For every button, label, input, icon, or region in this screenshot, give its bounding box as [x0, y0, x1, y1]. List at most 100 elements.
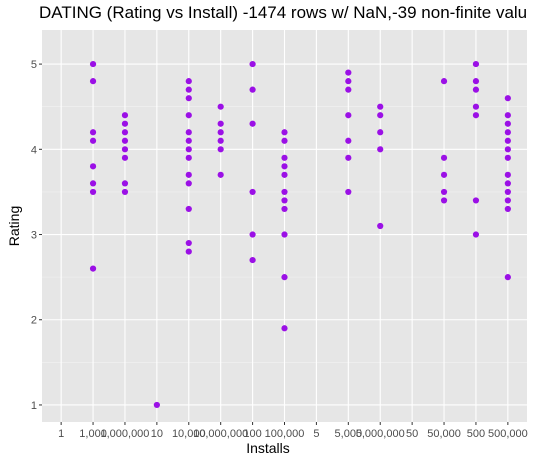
data-point: [185, 248, 192, 255]
x-tick-label: 100,000: [265, 428, 305, 440]
data-point: [121, 137, 129, 144]
data-point: [121, 180, 129, 187]
x-tick-label: 50,000: [427, 428, 461, 440]
data-point: [185, 78, 192, 85]
data-point: [472, 197, 480, 204]
data-point: [153, 401, 160, 409]
x-axis-label: Installs: [246, 440, 290, 456]
data-point: [121, 129, 129, 136]
data-point: [504, 137, 511, 144]
data-point: [504, 95, 511, 102]
y-tick-label: 2: [31, 315, 37, 327]
x-tick-label: 5: [313, 428, 319, 440]
data-point: [185, 239, 192, 247]
y-axis-label: Rating: [6, 205, 22, 247]
x-tick-label: 1,000: [79, 428, 107, 440]
data-point: [504, 274, 511, 281]
data-point: [440, 171, 448, 178]
data-point: [440, 154, 448, 161]
data-point: [472, 103, 480, 110]
data-point: [377, 112, 384, 119]
data-point: [249, 231, 256, 238]
data-point: [281, 231, 288, 238]
data-point: [281, 197, 288, 204]
data-point: [345, 112, 352, 119]
data-point: [377, 129, 384, 136]
data-point: [504, 171, 511, 178]
data-point: [504, 112, 511, 119]
data-point: [472, 78, 480, 85]
data-point: [345, 154, 352, 161]
data-point: [249, 86, 256, 93]
data-point: [185, 95, 192, 102]
data-point: [281, 163, 288, 170]
data-point: [185, 86, 192, 93]
data-point: [281, 274, 288, 281]
y-axis-ticks: 1 2 3 4 5: [31, 59, 42, 412]
chart-title: DATING (Rating vs Install) -1474 rows w/…: [39, 3, 528, 22]
data-point: [121, 146, 129, 153]
data-point: [121, 120, 129, 127]
data-point: [89, 129, 97, 136]
x-tick-label: 5,000,000: [356, 428, 405, 440]
data-point: [121, 188, 129, 196]
data-point: [281, 325, 288, 332]
data-point: [249, 120, 256, 127]
data-point: [472, 86, 480, 93]
data-point: [185, 180, 192, 187]
data-point: [281, 205, 288, 213]
data-point: [281, 154, 288, 161]
data-point: [217, 171, 224, 178]
data-point: [217, 129, 224, 136]
data-point: [185, 137, 192, 144]
data-point: [89, 180, 97, 187]
data-point: [345, 137, 352, 144]
data-point: [121, 112, 129, 119]
data-points: [89, 60, 511, 409]
x-tick-label: 10,000: [172, 428, 206, 440]
data-point: [217, 137, 224, 144]
data-point: [504, 205, 511, 213]
y-tick-label: 4: [31, 144, 37, 156]
data-point: [377, 146, 384, 153]
data-point: [281, 171, 288, 178]
data-point: [249, 256, 256, 264]
data-point: [217, 120, 224, 127]
data-point: [504, 180, 511, 187]
data-point: [249, 188, 256, 196]
data-point: [89, 60, 97, 68]
data-point: [440, 78, 448, 85]
data-point: [217, 146, 224, 153]
data-point: [185, 129, 192, 136]
data-point: [345, 86, 352, 93]
data-point: [89, 265, 97, 272]
x-tick-label: 1: [58, 428, 64, 440]
data-point: [440, 197, 448, 204]
x-tick-label: 5,000: [335, 428, 363, 440]
data-point: [504, 197, 511, 204]
data-point: [377, 222, 384, 230]
x-tick-label: 10: [151, 428, 163, 440]
data-point: [281, 137, 288, 144]
data-point: [504, 120, 511, 127]
data-point: [185, 112, 192, 119]
data-point: [377, 103, 384, 110]
x-tick-label: 50: [406, 428, 418, 440]
y-tick-label: 5: [31, 59, 37, 71]
data-point: [472, 60, 480, 68]
data-point: [89, 163, 97, 170]
data-point: [472, 112, 480, 119]
data-point: [185, 146, 192, 153]
data-point: [185, 171, 192, 178]
data-point: [281, 188, 288, 196]
data-point: [185, 154, 192, 161]
data-point: [89, 137, 97, 144]
x-tick-label: 1,000,000: [100, 428, 149, 440]
data-point: [345, 69, 352, 76]
y-tick-label: 1: [31, 400, 37, 412]
data-point: [440, 188, 448, 196]
data-point: [504, 146, 511, 153]
y-tick-label: 3: [31, 230, 37, 242]
